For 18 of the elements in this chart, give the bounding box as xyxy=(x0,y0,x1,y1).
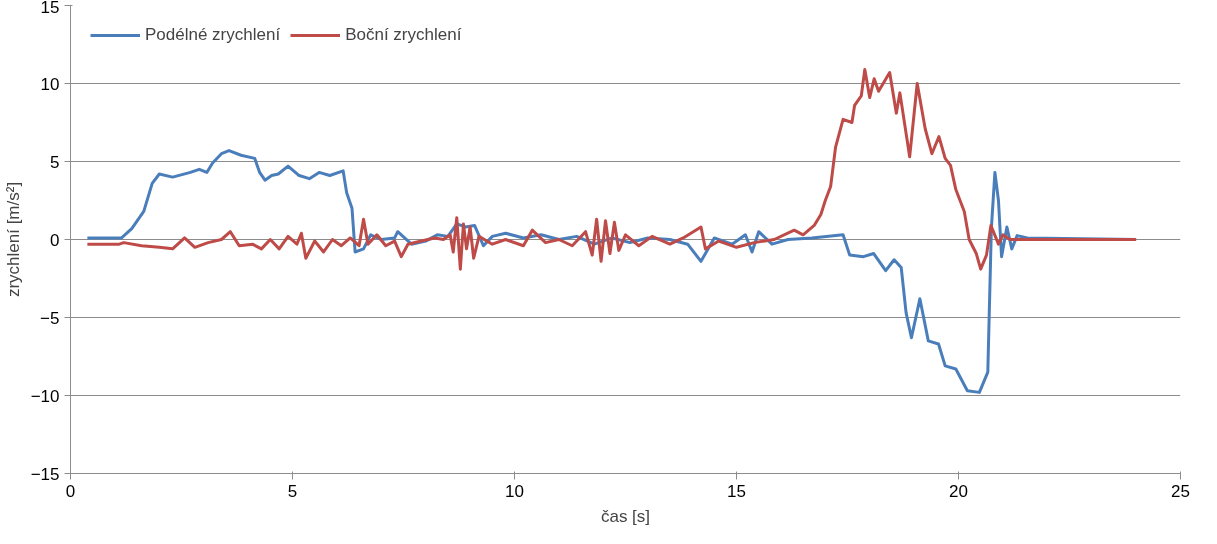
y-tick-label: 5 xyxy=(50,152,60,172)
y-tick-label: 0 xyxy=(50,230,60,250)
legend-label: Podélné zrychlení xyxy=(145,25,281,45)
y-tick-label: −15 xyxy=(30,464,60,484)
x-tick-label: 0 xyxy=(65,481,76,501)
x-tick-label: 20 xyxy=(949,481,968,501)
x-tick-label: 10 xyxy=(505,481,524,501)
line-series xyxy=(85,67,1138,271)
x-axis-title: čas [s] xyxy=(600,506,651,526)
x-tick-label: 5 xyxy=(287,481,298,501)
x-tick-label: 15 xyxy=(727,481,746,501)
y-axis-title: zrychlení [m/s²] xyxy=(3,181,23,298)
y-tick-label: −10 xyxy=(30,386,60,406)
x-tick-label: 25 xyxy=(1171,481,1190,501)
legend-label: Boční zrychlení xyxy=(345,25,462,45)
y-tick-label: −5 xyxy=(40,308,60,328)
y-tick-label: 10 xyxy=(40,74,60,94)
y-tick-label: 15 xyxy=(40,0,60,17)
